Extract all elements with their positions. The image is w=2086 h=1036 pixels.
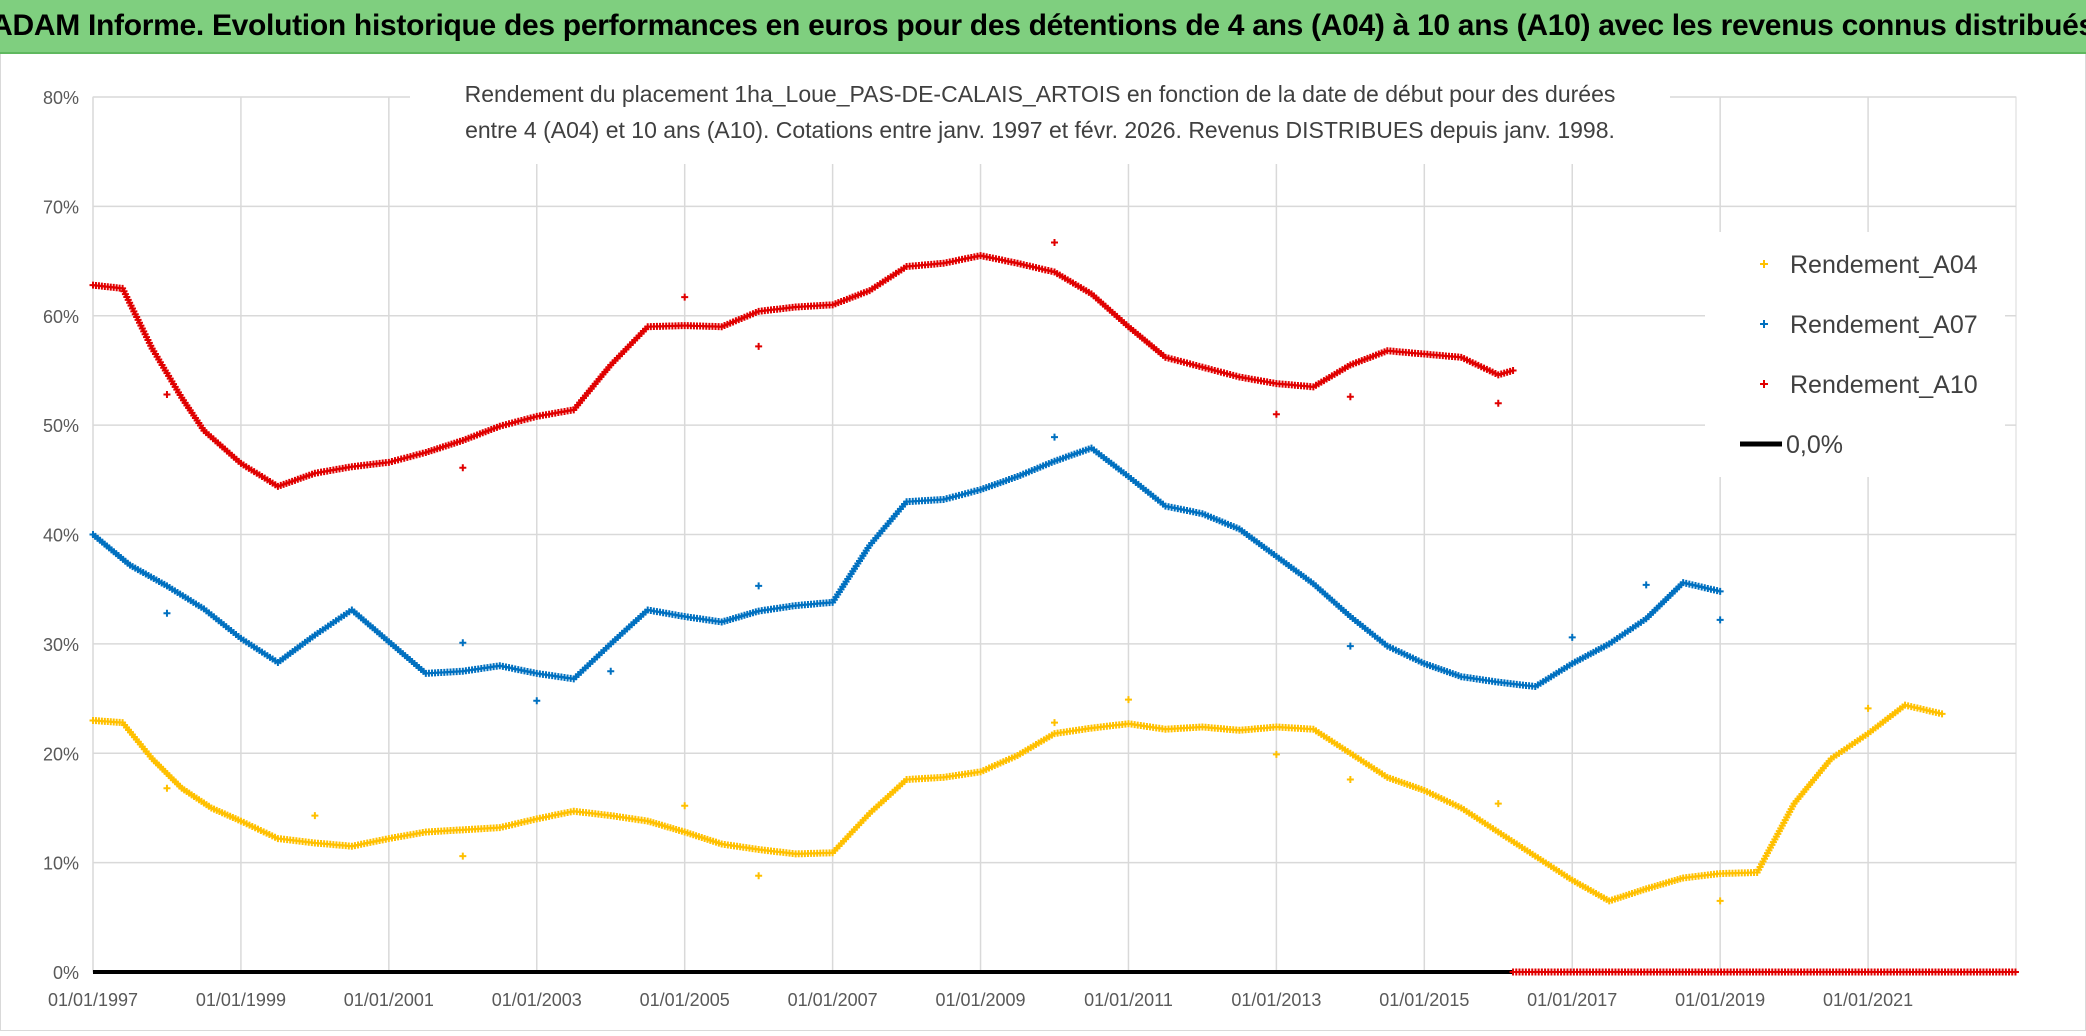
y-tick-label: 40% [43, 526, 79, 546]
outlier-point [1051, 433, 1058, 441]
outlier-point [459, 639, 467, 647]
data-point [1716, 587, 1724, 595]
outlier-point [1716, 616, 1724, 624]
outlier-point [681, 802, 689, 810]
data-point [1509, 366, 1517, 374]
y-tick-label: 0% [53, 963, 79, 983]
chart-title-line1: Rendement du placement 1ha_Loue_PAS-DE-C… [465, 81, 1616, 107]
outlier-point [163, 391, 171, 398]
series-Rendement_A10 [89, 238, 1517, 490]
x-tick-label: 01/01/2021 [1823, 990, 1913, 1010]
outlier-point [1494, 800, 1502, 808]
x-tick-label: 01/01/2007 [788, 990, 878, 1010]
outlier-point [1494, 399, 1502, 407]
report-header: ADAM Informe. Evolution historique des p… [0, 0, 2086, 54]
outlier-point [163, 609, 171, 617]
report-title: ADAM Informe. Evolution historique des p… [0, 9, 2086, 42]
y-tick-label: 30% [43, 635, 79, 655]
outlier-point [459, 464, 467, 472]
chart-legend: Rendement_A04 Rendement_A07 Rendement_A10 0… [1705, 232, 2005, 477]
chart-area: 0% 10% 20% 30% 40% 50% 60% 70% 80% 01/01/1997 01/0… [0, 54, 2086, 1031]
x-tick-label: 01/01/2015 [1379, 990, 1469, 1010]
outlier-point [1346, 776, 1354, 783]
outlier-point [311, 812, 319, 820]
y-tick-label: 80% [43, 88, 79, 108]
x-tick-label: 01/01/1999 [196, 990, 286, 1010]
outlier-point [163, 784, 171, 792]
x-tick-label: 01/01/1997 [48, 990, 138, 1010]
legend-label: 0,0% [1786, 431, 1843, 459]
data-point [1938, 710, 1946, 718]
chart-title-background [410, 54, 1670, 164]
y-tick-label: 70% [43, 197, 79, 217]
x-tick-label: 01/01/2017 [1527, 990, 1617, 1010]
outlier-point [755, 342, 763, 350]
series-Rendement_A04 [89, 696, 1946, 905]
x-tick-label: 01/01/2001 [344, 990, 434, 1010]
outlier-point [1272, 750, 1280, 758]
y-tick-label: 10% [43, 854, 79, 874]
data-point [2011, 968, 2019, 976]
legend-background [1705, 232, 2005, 477]
outlier-point [755, 582, 763, 590]
y-tick-label: 20% [43, 744, 79, 764]
outlier-point [1124, 696, 1132, 704]
legend-swatch [1760, 320, 1768, 328]
outlier-point [1346, 393, 1354, 401]
outlier-point [1272, 410, 1280, 418]
x-tick-label: 01/01/2019 [1675, 990, 1765, 1010]
y-tick-label: 60% [43, 307, 79, 327]
legend-label: Rendement_A07 [1790, 311, 1978, 339]
outlier-point [1642, 581, 1650, 589]
legend-swatch [1760, 380, 1768, 388]
performance-chart: 0% 10% 20% 30% 40% 50% 60% 70% 80% 01/01/1997 01/0… [43, 54, 2019, 1010]
x-tick-label: 01/01/2005 [640, 990, 730, 1010]
x-tick-label: 01/01/2011 [1084, 990, 1173, 1010]
y-tick-label: 50% [43, 416, 79, 436]
chart-series [89, 238, 2019, 976]
outlier-point [459, 852, 467, 860]
chart-axes: 0% 10% 20% 30% 40% 50% 60% 70% 80% 01/01/1997 01/0… [43, 88, 1913, 1010]
x-tick-label: 01/01/2013 [1231, 990, 1321, 1010]
x-tick-label: 01/01/2003 [492, 990, 582, 1010]
outlier-point [755, 872, 763, 880]
outlier-point [1051, 238, 1058, 246]
outlier-point [1568, 633, 1576, 641]
outlier-point [681, 293, 689, 301]
x-tick-label: 01/01/2009 [935, 990, 1025, 1010]
outlier-point [533, 697, 541, 705]
chart-title-line2: entre 4 (A04) et 10 ans (A10). Cotations… [465, 117, 1615, 143]
outlier-point [1051, 719, 1058, 727]
outlier-point [1864, 704, 1872, 712]
outlier-point [607, 667, 615, 675]
series-Rendement_A07 [89, 433, 1724, 705]
outlier-point [1716, 897, 1724, 905]
legend-swatch [1760, 260, 1768, 268]
outlier-point [1346, 642, 1354, 650]
series-A10-zero-tail [1509, 968, 2019, 976]
legend-label: Rendement_A04 [1790, 251, 1978, 279]
legend-label: Rendement_A10 [1790, 371, 1978, 399]
